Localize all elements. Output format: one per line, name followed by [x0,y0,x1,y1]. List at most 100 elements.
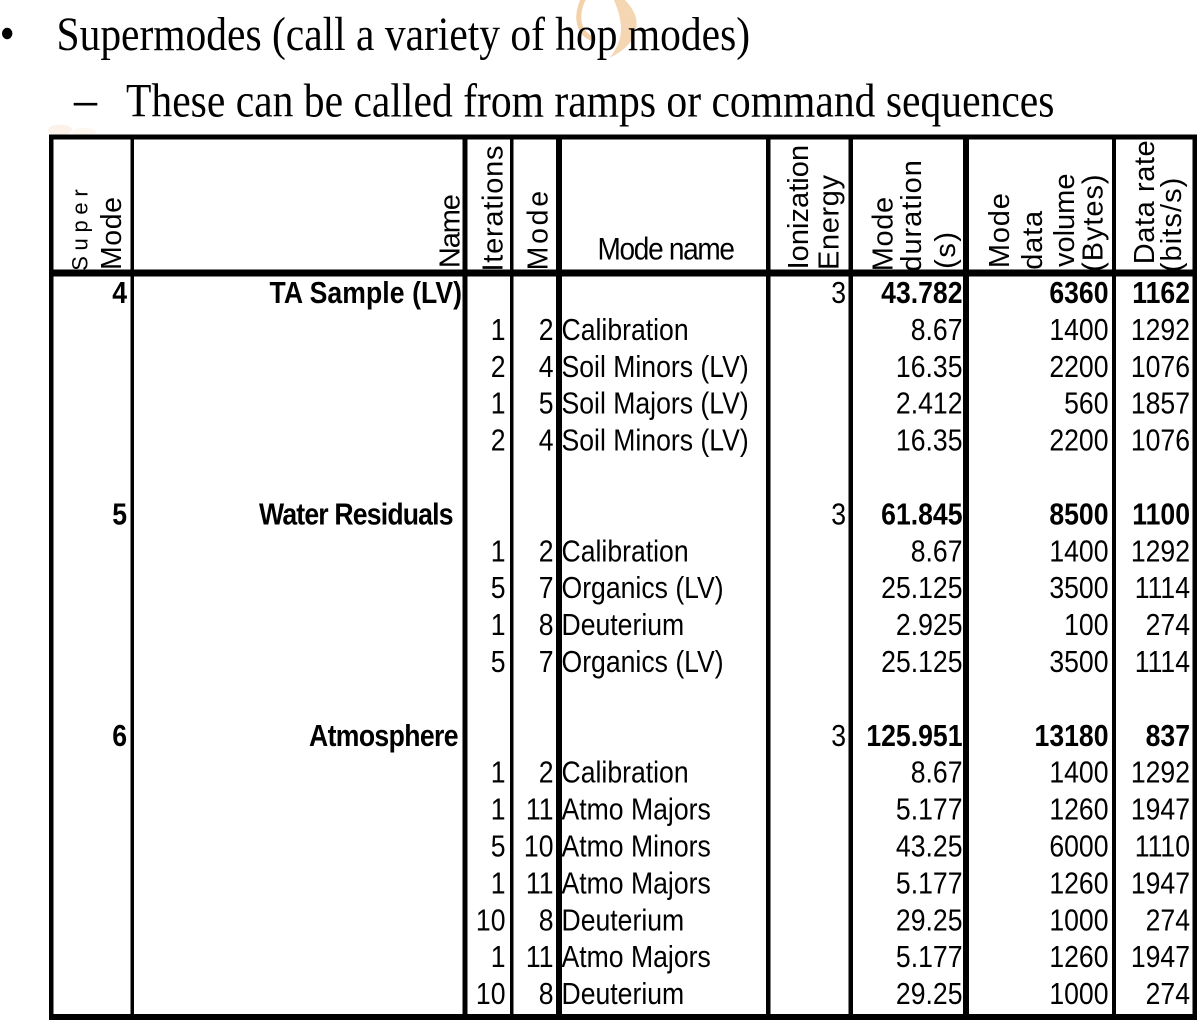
svg-text:4: 4 [112,276,127,310]
svg-text:1: 1 [491,756,506,790]
svg-text:Atmo Minors: Atmo Minors [562,830,711,864]
svg-text:43.782: 43.782 [881,276,962,310]
svg-text:1000: 1000 [1049,904,1108,938]
svg-text:1: 1 [491,387,506,421]
svg-text:6000: 6000 [1049,830,1108,864]
svg-text:duration: duration [896,160,928,272]
svg-text:2.412: 2.412 [896,387,963,421]
svg-text:1260: 1260 [1049,941,1108,975]
svg-text:274: 274 [1146,609,1190,643]
svg-text:2: 2 [539,535,554,569]
svg-text:8.67: 8.67 [911,313,963,347]
svg-text:25.125: 25.125 [881,645,962,679]
svg-text:Atmo Majors: Atmo Majors [562,941,711,975]
svg-text:3500: 3500 [1049,572,1108,606]
svg-text:11: 11 [526,867,554,901]
svg-text:–: – [73,70,97,128]
svg-text:5: 5 [491,830,506,864]
svg-text:2200: 2200 [1049,424,1108,458]
svg-text:Organics (LV): Organics (LV) [562,645,724,679]
svg-text:1100: 1100 [1132,498,1190,532]
svg-text:10: 10 [524,830,554,864]
svg-text:Mode: Mode [984,193,1016,268]
svg-text:(s): (s) [930,232,962,269]
svg-text:(Bytes): (Bytes) [1078,174,1110,272]
svg-text:8.67: 8.67 [911,535,963,569]
svg-text:2200: 2200 [1049,350,1108,384]
svg-text:3: 3 [831,719,846,753]
svg-text:5.177: 5.177 [896,867,963,901]
svg-text:Super: Super [68,189,93,271]
svg-text:1947: 1947 [1131,867,1190,901]
svg-text:Calibration: Calibration [562,313,689,347]
svg-text:1260: 1260 [1049,867,1108,901]
svg-text:1400: 1400 [1049,756,1108,790]
svg-text:8500: 8500 [1049,498,1108,532]
svg-text:Mode name: Mode name [598,232,736,267]
svg-text:volume: volume [1049,174,1081,268]
svg-text:10: 10 [476,978,506,1012]
svg-text:16.35: 16.35 [896,424,963,458]
svg-text:1114: 1114 [1135,645,1190,679]
svg-text:7: 7 [539,572,554,606]
svg-text:1947: 1947 [1131,941,1190,975]
svg-text:1076: 1076 [1131,350,1190,384]
svg-text:8: 8 [539,978,554,1012]
svg-text:1947: 1947 [1131,793,1190,827]
svg-text:837: 837 [1146,719,1190,753]
svg-text:29.25: 29.25 [896,904,963,938]
svg-text:Soil Minors (LV): Soil Minors (LV) [562,350,749,384]
svg-text:1292: 1292 [1131,535,1190,569]
svg-text:Organics (LV): Organics (LV) [562,572,724,606]
svg-text:3500: 3500 [1049,645,1108,679]
svg-text:100: 100 [1064,609,1108,643]
svg-text:Energy: Energy [814,175,846,271]
svg-text:5: 5 [491,572,506,606]
svg-text:3: 3 [831,498,846,532]
svg-text:560: 560 [1064,387,1108,421]
svg-text:Soil Minors (LV): Soil Minors (LV) [562,424,749,458]
svg-text:5.177: 5.177 [896,793,963,827]
svg-text:Name: Name [435,194,467,268]
svg-text:2: 2 [491,424,506,458]
svg-text:1: 1 [491,867,506,901]
svg-text:8: 8 [539,904,554,938]
svg-text:2: 2 [491,350,506,384]
svg-text:43.25: 43.25 [896,830,963,864]
svg-text:29.25: 29.25 [896,978,963,1012]
svg-text:2.925: 2.925 [896,609,963,643]
svg-text:Soil Majors (LV): Soil Majors (LV) [562,387,749,421]
svg-text:Calibration: Calibration [562,535,689,569]
svg-text:4: 4 [539,350,554,384]
svg-text:1162: 1162 [1132,276,1190,310]
svg-text:274: 274 [1146,978,1190,1012]
svg-text:1400: 1400 [1049,313,1108,347]
svg-text:1: 1 [491,941,506,975]
svg-text:1: 1 [491,313,506,347]
svg-text:61.845: 61.845 [881,498,963,532]
svg-text:3: 3 [831,276,846,310]
svg-text:Water Residuals: Water Residuals [259,498,454,532]
svg-text:Supermodes (call a variety of: Supermodes (call a variety of hop modes) [57,8,751,61]
svg-text:These can be called from ramps: These can be called from ramps or comman… [126,74,1054,127]
svg-text:10: 10 [476,904,506,938]
svg-text:13180: 13180 [1035,719,1109,753]
svg-text:Atmo Majors: Atmo Majors [562,867,711,901]
svg-text:Data rate: Data rate [1129,140,1161,264]
svg-text:Atmosphere: Atmosphere [309,719,459,753]
svg-text:Ionization: Ionization [783,145,815,270]
svg-text:1: 1 [491,535,506,569]
svg-text:125.951: 125.951 [866,719,962,753]
svg-text:1260: 1260 [1049,793,1108,827]
svg-text:Mode: Mode [523,191,555,271]
svg-text:(bits/s): (bits/s) [1156,178,1188,273]
svg-text:Deuterium: Deuterium [562,978,685,1012]
svg-text:Deuterium: Deuterium [562,609,685,643]
svg-text:25.125: 25.125 [881,572,962,606]
svg-text:Calibration: Calibration [562,756,689,790]
svg-text:2: 2 [539,313,554,347]
svg-text:1857: 1857 [1131,387,1190,421]
svg-text:8.67: 8.67 [911,756,963,790]
svg-text:1110: 1110 [1135,830,1190,864]
svg-text:5: 5 [112,498,127,532]
